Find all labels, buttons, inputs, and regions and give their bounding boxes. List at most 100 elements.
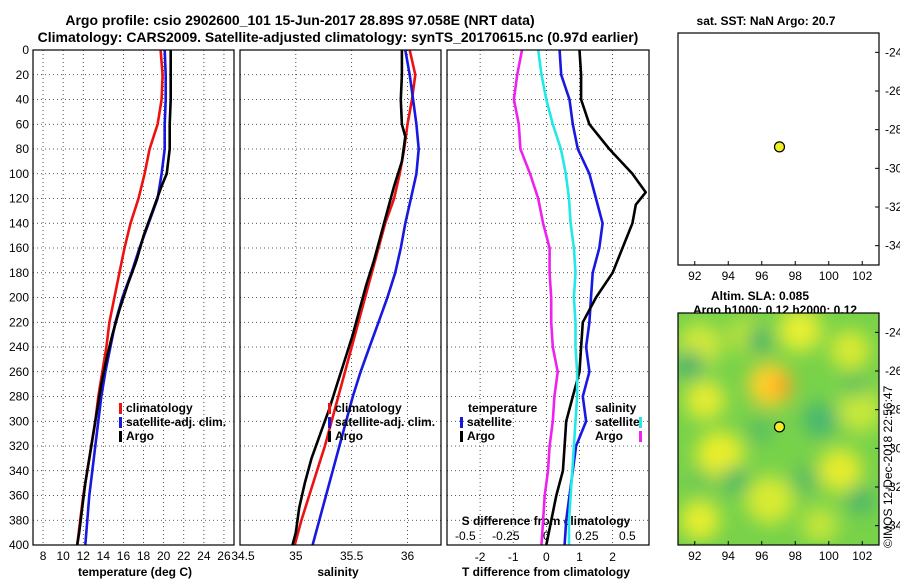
- difference-line-t-argo: [545, 49, 648, 546]
- difference-legend-temperature-swatch: [460, 431, 463, 442]
- difference-legend-temperature-swatch: [460, 417, 463, 428]
- temperature-legend-swatch: [119, 417, 122, 428]
- s-difference-axis-label: S difference from climatology: [462, 514, 631, 528]
- salinity-tick-label: 34.5: [231, 549, 255, 563]
- salinity-legend-swatch: [328, 431, 331, 442]
- s-difference-tick-label: 0.25: [575, 529, 599, 543]
- difference-tick-label: -2: [475, 550, 486, 564]
- difference-legend-temperature-label: satellite: [467, 415, 512, 429]
- depth-tick-label: 0: [22, 43, 29, 57]
- altimetry-map-axes: [677, 312, 880, 546]
- depth-tick-label: 140: [9, 216, 29, 230]
- altimetry-map-lon-tick-label: 92: [688, 549, 702, 563]
- depth-tick-label: 200: [9, 291, 29, 305]
- heatmap-blobs: [678, 313, 879, 543]
- temperature-legend-label: climatology: [126, 401, 193, 415]
- difference-legend-salinity-label: Argo: [595, 429, 623, 443]
- salinity-legend-label: satellite-adj. clim.: [335, 415, 435, 429]
- difference-line-s-satellite: [536, 49, 579, 545]
- altimetry-map-lon-tick-label: 98: [789, 549, 803, 563]
- altimetry-map-argo-marker: [773, 421, 786, 433]
- s-difference-tick-label: 0: [543, 529, 550, 543]
- depth-tick-label: 100: [9, 167, 29, 181]
- salinity-tick-label: 36: [401, 549, 415, 563]
- heatmap-cell: [843, 373, 867, 397]
- sst-map-lon-tick-label: 96: [755, 269, 769, 283]
- difference-tick-label: 0: [543, 550, 550, 564]
- altimetry-map-lat-tick-label: -26: [885, 364, 900, 378]
- heatmap-cell: [685, 380, 725, 420]
- temperature-legend-swatch: [119, 403, 122, 414]
- s-difference-tick-label: -0.25: [492, 529, 520, 543]
- figure-title-line1: Argo profile: csio 2902600_101 15-Jun-20…: [65, 12, 534, 28]
- difference-legend-header: temperature: [468, 401, 538, 415]
- difference-axes: [446, 49, 650, 546]
- temperature-tick-label: 8: [40, 549, 47, 563]
- depth-tick-label: 260: [9, 365, 29, 379]
- sst-map-axes: [677, 32, 880, 266]
- heatmap-cell: [772, 376, 792, 396]
- heatmap-cell: [818, 448, 862, 492]
- heatmap-cell: [791, 466, 819, 494]
- depth-tick-label: 160: [9, 241, 29, 255]
- heatmap-cell: [748, 363, 792, 407]
- sst-map-lon-tick-label: 102: [852, 269, 872, 283]
- sst-map-lat-tick-label: -30: [885, 161, 900, 175]
- heatmap-cell: [688, 468, 712, 492]
- temperature-legend-label: Argo: [126, 429, 154, 443]
- temperature-legend-swatch: [119, 431, 122, 442]
- salinity-axes: [239, 49, 442, 546]
- depth-tick-label: 320: [9, 439, 29, 453]
- sst-map-lat-tick-label: -32: [885, 200, 900, 214]
- imos-credit: ©IMOS 12-Dec-2018 22:56:47: [881, 385, 895, 548]
- heatmap-cell: [748, 328, 772, 352]
- depth-tick-label: 240: [9, 340, 29, 354]
- heatmap-cell: [802, 507, 838, 543]
- salinity-line-argo: [291, 50, 407, 546]
- difference-tick-label: 1: [576, 550, 583, 564]
- difference-legend-salinity-swatch: [639, 431, 642, 442]
- depth-tick-label: 60: [16, 117, 30, 131]
- heatmap-cell: [838, 388, 879, 432]
- s-difference-tick-label: -0.5: [455, 529, 476, 543]
- depth-tick-label: 360: [9, 489, 29, 503]
- altimetry-map-lon-tick-label: 94: [722, 549, 736, 563]
- altimetry-map-lat-tick-label: -30: [885, 441, 900, 455]
- altimetry-map-lat-tick-label: -32: [885, 480, 900, 494]
- depth-tick-label: 400: [9, 538, 29, 552]
- difference-legend-salinity-swatch: [639, 417, 642, 428]
- altimetry-heatmap: [678, 313, 879, 545]
- difference-legend-salinity-label: satellite: [595, 415, 640, 429]
- difference-line-s-argo: [512, 49, 560, 546]
- heatmap-cell: [778, 313, 822, 352]
- salinity-legend-label: climatology: [335, 401, 402, 415]
- salinity-legend-label: Argo: [335, 429, 363, 443]
- sst-map-lon-tick-label: 94: [722, 269, 736, 283]
- depth-tick-label: 340: [9, 464, 29, 478]
- heatmap-cell: [721, 466, 749, 494]
- depth-tick-label: 220: [9, 315, 29, 329]
- temperature-line-argo: [75, 50, 172, 546]
- temperature-tick-label: 18: [137, 549, 151, 563]
- temperature-tick-label: 20: [157, 549, 171, 563]
- temperature-tick-label: 26: [217, 549, 231, 563]
- heatmap-cell: [680, 500, 720, 540]
- difference-tick-label: -1: [508, 550, 519, 564]
- difference-legend-header: salinity: [595, 401, 637, 415]
- figure-title-line2: Climatology: CARS2009. Satellite-adjuste…: [38, 29, 639, 45]
- salinity-axis-label: salinity: [317, 565, 359, 579]
- heatmap-cell: [746, 416, 774, 444]
- altimetry-map-lat-tick-label: -28: [885, 403, 900, 417]
- depth-tick-label: 40: [16, 93, 30, 107]
- altimetry-map-lat-tick-label: -24: [885, 325, 900, 339]
- temperature-tick-label: 14: [97, 549, 111, 563]
- salinity-tick-label: 35.5: [340, 549, 364, 563]
- depth-tick-label: 300: [9, 414, 29, 428]
- sst-map-argo-marker: [773, 141, 786, 153]
- salinity-line-satellite-adj-clim: [311, 49, 421, 546]
- heatmap-cell: [846, 486, 874, 514]
- temperature-tick-label: 10: [56, 549, 70, 563]
- panels-container: 8 10 12 14 16 18 20 22 24 26020406080100120140160…: [9, 14, 900, 579]
- sst-map-lat-tick-label: -24: [885, 45, 900, 59]
